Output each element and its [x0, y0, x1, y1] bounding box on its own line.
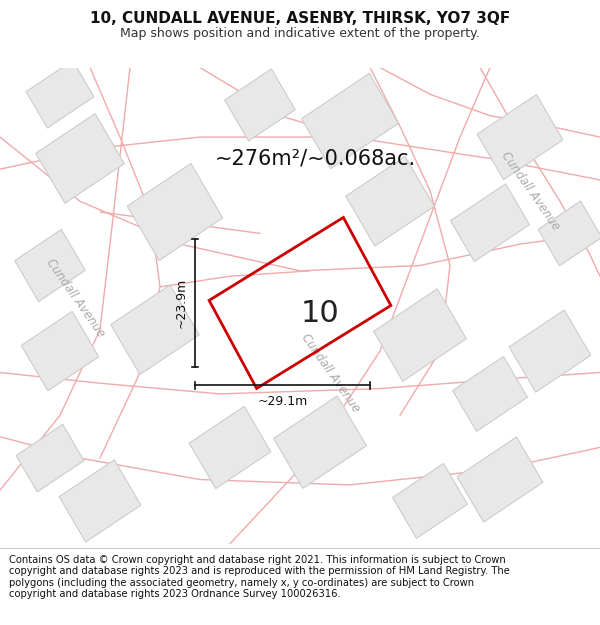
Text: 10, CUNDALL AVENUE, ASENBY, THIRSK, YO7 3QF: 10, CUNDALL AVENUE, ASENBY, THIRSK, YO7 … — [90, 11, 510, 26]
Text: Map shows position and indicative extent of the property.: Map shows position and indicative extent… — [120, 28, 480, 41]
Polygon shape — [15, 229, 85, 301]
Polygon shape — [127, 164, 223, 261]
Polygon shape — [225, 69, 295, 141]
Text: ~29.1m: ~29.1m — [257, 395, 308, 408]
Text: Contains OS data © Crown copyright and database right 2021. This information is : Contains OS data © Crown copyright and d… — [9, 554, 510, 599]
Polygon shape — [477, 94, 563, 179]
Polygon shape — [111, 285, 199, 374]
Polygon shape — [452, 356, 527, 431]
Polygon shape — [509, 310, 591, 392]
Polygon shape — [274, 396, 367, 488]
Polygon shape — [374, 289, 466, 381]
Polygon shape — [59, 460, 141, 542]
Text: ~276m²/~0.068ac.: ~276m²/~0.068ac. — [215, 149, 416, 169]
Polygon shape — [457, 437, 543, 522]
Polygon shape — [538, 201, 600, 266]
Polygon shape — [302, 73, 398, 169]
Text: Cundall Avenue: Cundall Avenue — [298, 331, 362, 414]
Text: Cundall Avenue: Cundall Avenue — [43, 256, 107, 339]
Polygon shape — [26, 61, 94, 128]
Polygon shape — [451, 184, 529, 261]
Text: ~23.9m: ~23.9m — [175, 278, 187, 328]
Polygon shape — [36, 114, 124, 203]
Text: 10: 10 — [301, 299, 340, 328]
Text: Cundall Avenue: Cundall Avenue — [498, 149, 562, 232]
Polygon shape — [346, 156, 434, 246]
Polygon shape — [22, 311, 98, 391]
Polygon shape — [392, 464, 467, 538]
Polygon shape — [189, 406, 271, 489]
Polygon shape — [16, 424, 84, 492]
